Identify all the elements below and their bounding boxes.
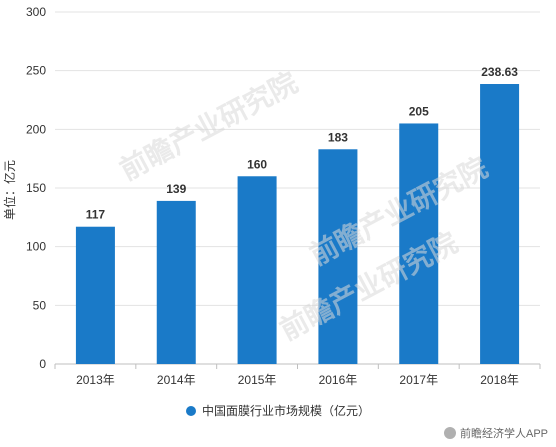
x-tick-labels: 2013年 2014年 2015年 2016年 2017年 2018年 [54, 364, 541, 387]
x-tick-label: 2014年 [157, 373, 196, 387]
x-tick-label: 2017年 [399, 373, 438, 387]
data-labels: 117 139 160 183 205 238.63 [86, 65, 519, 222]
y-tick-labels: 0 50 100 150 200 250 300 [26, 5, 46, 371]
x-tick-label: 2013年 [76, 373, 115, 387]
bar [480, 84, 520, 364]
bar [75, 226, 115, 364]
y-tick-label: 100 [26, 240, 46, 254]
data-label: 139 [166, 182, 186, 196]
data-label: 183 [328, 130, 348, 144]
y-axis-label: 单位：亿元 [2, 160, 17, 220]
legend-dot [185, 405, 196, 416]
y-tick-label: 300 [26, 5, 46, 19]
y-tick-label: 250 [26, 64, 46, 78]
legend-label: 中国面膜行业市场规模（亿元） [201, 404, 370, 418]
bar [156, 200, 196, 364]
y-tick-label: 50 [33, 298, 47, 312]
data-label: 117 [86, 208, 106, 222]
source-text: 前瞻经济学人APP [459, 428, 548, 440]
y-tick-label: 0 [39, 357, 46, 371]
bar [237, 176, 277, 364]
x-tick-label: 2018年 [480, 373, 519, 387]
legend: 中国面膜行业市场规模（亿元） [0, 402, 556, 419]
data-label: 238.63 [481, 65, 518, 79]
data-label: 205 [409, 104, 429, 118]
bar [399, 123, 439, 364]
bar [318, 149, 358, 364]
y-tick-label: 200 [26, 122, 46, 136]
data-label: 160 [247, 157, 267, 171]
y-tick-label: 150 [26, 181, 46, 195]
x-tick-label: 2016年 [319, 373, 358, 387]
source-credit: 前瞻经济学人APP [443, 425, 548, 441]
gridlines [55, 11, 540, 365]
x-tick-label: 2015年 [238, 373, 277, 387]
source-logo-icon [443, 427, 456, 439]
bars [75, 84, 520, 364]
